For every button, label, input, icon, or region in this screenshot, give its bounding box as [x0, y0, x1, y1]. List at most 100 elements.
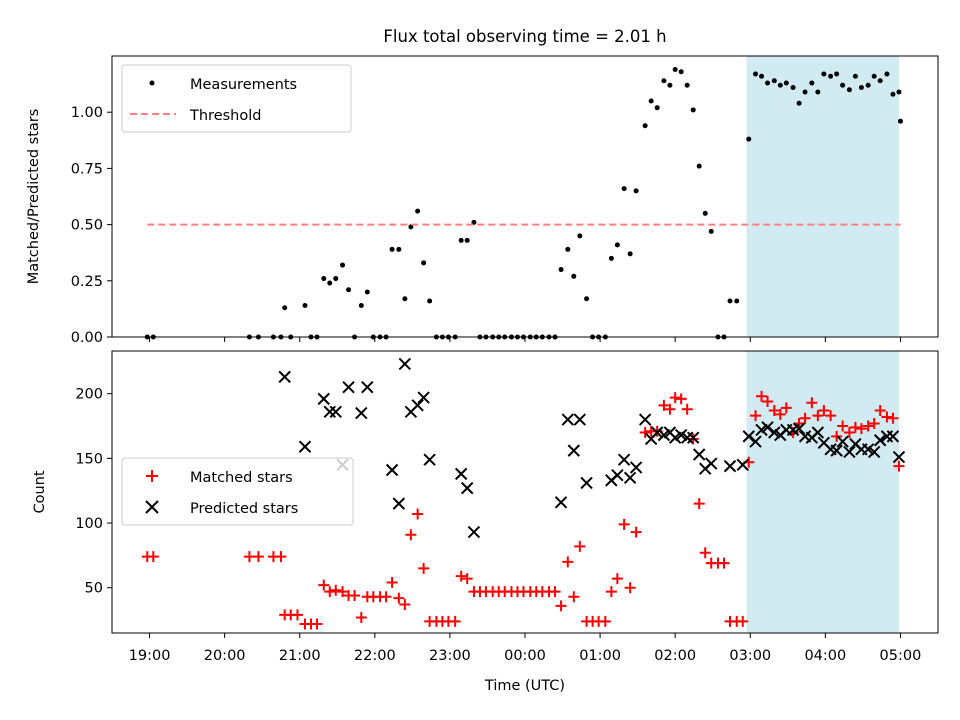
- matched-stars-point: [418, 562, 430, 574]
- threshold-legend-label: Threshold: [189, 108, 261, 124]
- measurements-point: [396, 246, 402, 252]
- measurements-point: [696, 163, 702, 169]
- measurements-point: [734, 298, 740, 304]
- x-tick-label: 21:00: [279, 648, 321, 664]
- predicted-stars-point: [554, 496, 568, 509]
- matched-stars-point: [252, 551, 264, 563]
- measurements-point: [877, 78, 883, 84]
- predicted-stars-point: [830, 444, 843, 457]
- measurements-point: [667, 82, 673, 88]
- matched-stars-point: [756, 390, 768, 402]
- predicted-stars-point: [467, 525, 481, 539]
- y-tick-label: 0.25: [71, 274, 103, 290]
- predicted-stars-point: [398, 357, 412, 371]
- matched-stars-point: [461, 573, 473, 585]
- measurements-legend-label: Measurements: [190, 77, 297, 93]
- measurements-point: [458, 237, 464, 243]
- predicted-stars-point: [423, 453, 436, 466]
- measurements-point: [672, 66, 678, 72]
- measurements-point: [427, 298, 433, 304]
- predicted-stars-point: [567, 444, 581, 457]
- y-tick-label: 150: [75, 451, 103, 467]
- predicted-stars-point: [561, 413, 575, 426]
- measurements-point: [865, 82, 871, 88]
- x-tick-label: 02:00: [654, 648, 696, 664]
- matched-stars-point: [855, 423, 867, 435]
- x-tick-label: 01:00: [579, 648, 621, 664]
- matched-stars-point: [455, 570, 467, 582]
- measurements-point: [727, 298, 733, 304]
- matched-stars-point: [849, 421, 861, 433]
- matched-stars-point: [599, 615, 611, 627]
- observing-window-band: [746, 351, 899, 633]
- matched-stars-point: [806, 397, 818, 409]
- predicted-stars-point: [611, 468, 624, 482]
- x-tick-label: 04:00: [804, 648, 846, 664]
- measurements-point: [642, 123, 648, 129]
- predicted-stars-point: [617, 453, 631, 466]
- ratio-y-axis: 0.00 0.25 0.50 0.75 1.00: [71, 105, 112, 346]
- predicted-stars-point: [629, 461, 643, 474]
- matched-stars-point: [624, 582, 636, 594]
- measurements-point: [614, 242, 620, 248]
- y-tick-label: 100: [75, 516, 103, 532]
- measurements-point: [684, 82, 690, 88]
- count-x-axis: 19:00 20:00 21:00 22:00 23:00 00:00 01:00 02:00…: [129, 633, 921, 664]
- predicted-stars-point: [836, 435, 849, 448]
- matched-stars-point: [881, 411, 893, 423]
- measurements-point: [802, 89, 808, 95]
- matched-stars-point: [330, 584, 342, 596]
- matched-stars-point: [774, 408, 786, 420]
- matched-stars-point: [147, 551, 159, 563]
- matched-stars-point: [664, 403, 676, 415]
- predicted-stars-point: [693, 448, 706, 461]
- matched-stars-point: [337, 586, 349, 598]
- measurements-point: [746, 136, 752, 142]
- predicted-stars-point: [811, 426, 825, 439]
- predicted-stars-point: [761, 421, 774, 434]
- measurements-point: [790, 84, 796, 90]
- matched-stars-point: [818, 405, 830, 417]
- measurements-point: [584, 296, 590, 302]
- measurements-point: [389, 246, 395, 252]
- measurements-point: [577, 233, 583, 239]
- measurements-point: [708, 228, 714, 234]
- measurements-point: [415, 208, 421, 214]
- y-tick-label: 0.00: [71, 330, 103, 346]
- matched-stars-point: [762, 395, 774, 407]
- measurements-point: [759, 73, 765, 79]
- matched-stars-point: [887, 412, 899, 424]
- measurements-point: [821, 71, 827, 77]
- predicted-stars-point: [342, 381, 355, 394]
- predicted-stars-point: [867, 445, 881, 459]
- predicted-stars-point: [686, 431, 700, 444]
- matched-stars-point: [750, 410, 762, 422]
- chart-title: Flux total observing time = 2.01 h: [383, 27, 666, 46]
- measurements-point: [654, 105, 660, 111]
- measurements-point: [771, 78, 777, 84]
- count-plot-frame: [111, 350, 939, 634]
- predicted-stars-point: [873, 434, 887, 447]
- predicted-stars-point: [705, 457, 718, 470]
- measurements-point: [608, 255, 614, 261]
- matched-stars-point: [737, 615, 749, 627]
- matched-stars-point: [799, 412, 811, 424]
- measurements-point: [648, 98, 654, 104]
- measurements-point: [327, 280, 333, 286]
- measurements-point: [890, 91, 896, 97]
- matched-stars-point: [291, 609, 303, 621]
- measurements-point: [796, 100, 802, 106]
- measurements-point: [753, 71, 759, 77]
- x-tick-label: 20:00: [204, 648, 246, 664]
- measurements-point: [558, 267, 564, 273]
- predicted-stars-point: [843, 445, 856, 459]
- measurements-point: [565, 246, 571, 252]
- matched-stars-point: [843, 426, 855, 438]
- ratio-legend-box: [121, 64, 352, 133]
- measurements-point: [690, 107, 696, 113]
- matched-stars-point: [555, 600, 567, 612]
- measurements-point: [777, 82, 783, 88]
- matched-stars-point: [412, 508, 424, 520]
- measurements-point: [852, 73, 858, 79]
